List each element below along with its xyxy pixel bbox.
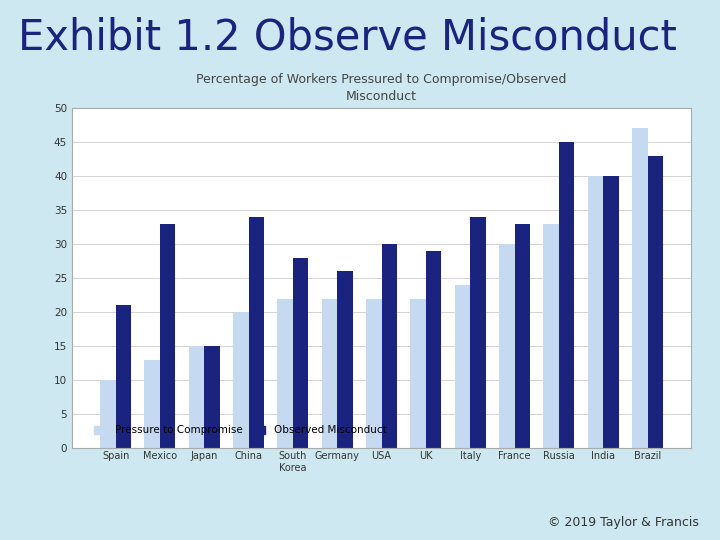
Bar bbox=[470, 217, 486, 448]
Bar bbox=[588, 176, 603, 448]
Bar bbox=[455, 285, 470, 448]
Bar bbox=[145, 360, 160, 448]
Bar bbox=[382, 244, 397, 448]
Bar bbox=[647, 156, 663, 448]
Bar bbox=[116, 305, 131, 448]
Bar bbox=[322, 299, 337, 448]
Bar bbox=[337, 271, 353, 448]
Text: © 2019 Taylor & Francis: © 2019 Taylor & Francis bbox=[547, 516, 698, 529]
Bar bbox=[204, 346, 220, 448]
Text: Exhibit 1.2 Observe Misconduct: Exhibit 1.2 Observe Misconduct bbox=[18, 16, 677, 58]
Legend: Pressure to Compromise, Observed Misconduct: Pressure to Compromise, Observed Miscond… bbox=[89, 421, 390, 440]
Title: Percentage of Workers Pressured to Compromise/Observed
Misconduct: Percentage of Workers Pressured to Compr… bbox=[197, 73, 567, 103]
Bar bbox=[603, 176, 618, 448]
Bar bbox=[426, 251, 441, 448]
Bar bbox=[100, 380, 116, 448]
Bar bbox=[248, 217, 264, 448]
Bar bbox=[160, 224, 176, 448]
Bar bbox=[293, 258, 308, 448]
Bar bbox=[515, 224, 530, 448]
Bar bbox=[499, 244, 515, 448]
Bar bbox=[366, 299, 382, 448]
Bar bbox=[632, 129, 647, 448]
Bar bbox=[410, 299, 426, 448]
Bar bbox=[559, 142, 575, 448]
Bar bbox=[544, 224, 559, 448]
Bar bbox=[233, 312, 248, 448]
Bar bbox=[277, 299, 293, 448]
Bar bbox=[189, 346, 204, 448]
